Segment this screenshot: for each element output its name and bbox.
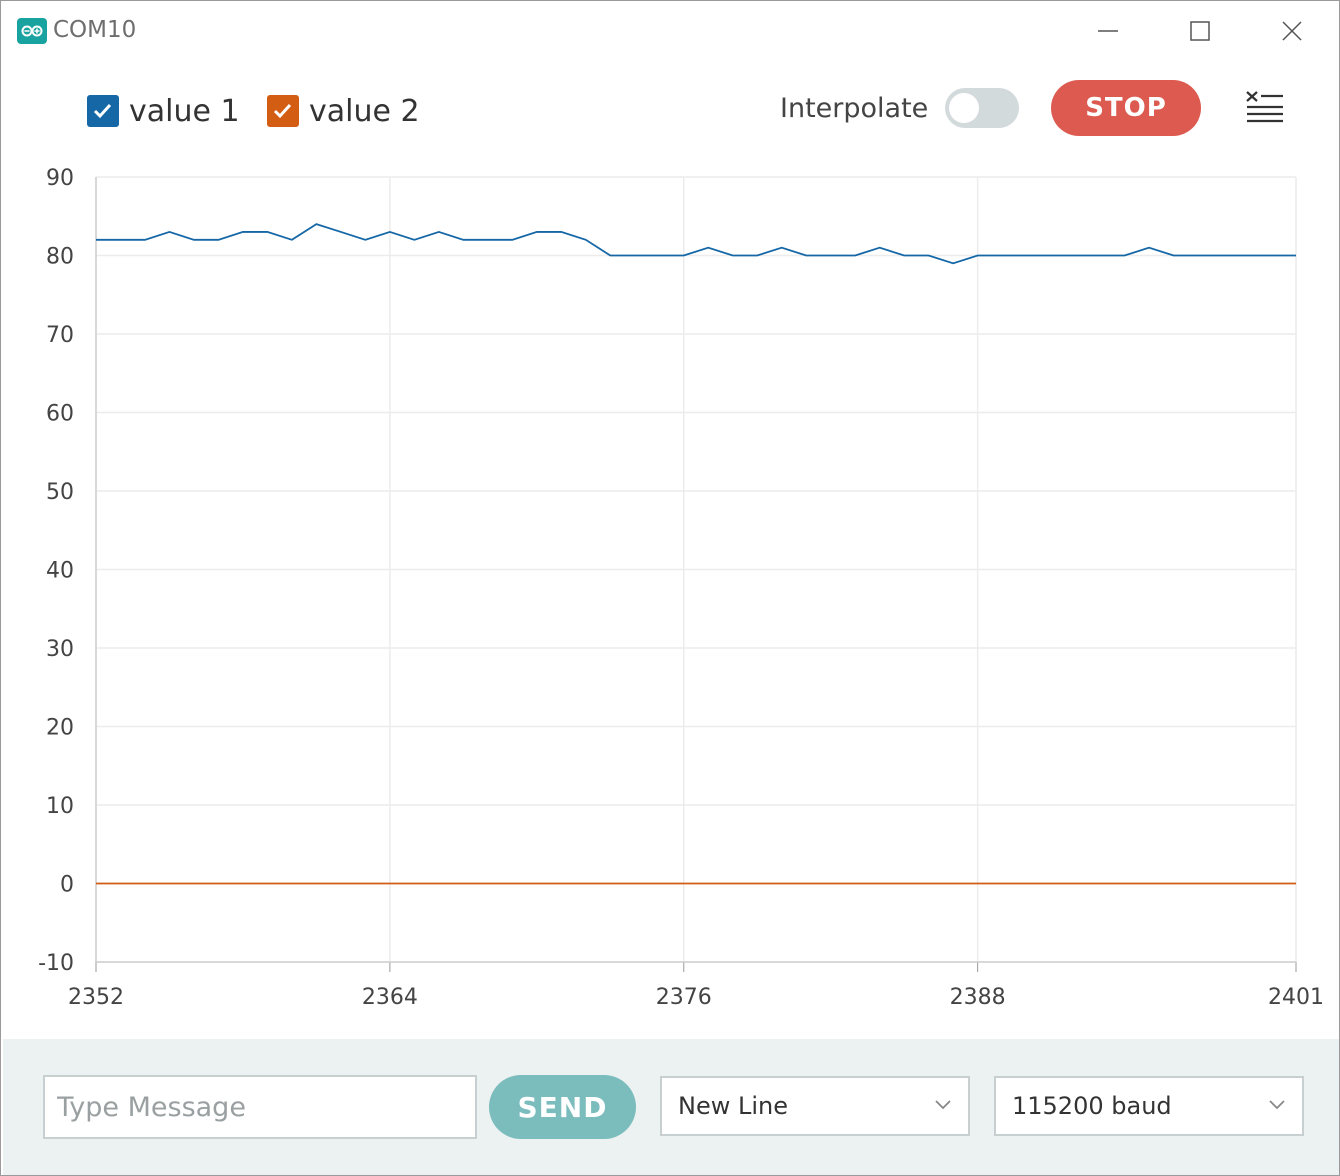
line-ending-select[interactable]: New Line — [660, 1076, 970, 1136]
x-tick-label: 2401 — [1268, 985, 1324, 1010]
series-checkbox[interactable] — [267, 95, 299, 127]
chevron-down-icon — [1269, 1100, 1285, 1110]
series-line-value-1 — [96, 223, 1296, 265]
x-tick-label: 2376 — [656, 985, 712, 1010]
clear-output-button[interactable] — [1241, 87, 1287, 127]
legend-item-value-2[interactable]: value 2 — [267, 93, 420, 129]
maximize-button[interactable] — [1177, 11, 1223, 51]
interpolate-label: Interpolate — [780, 93, 929, 124]
legend-item-value-1[interactable]: value 1 — [87, 93, 240, 129]
line-ending-value: New Line — [678, 1092, 788, 1120]
y-tick-label: 30 — [46, 637, 74, 662]
y-tick-label: 70 — [46, 323, 74, 348]
stop-button[interactable]: STOP — [1051, 80, 1201, 136]
close-icon — [1282, 21, 1302, 41]
y-tick-label: -10 — [38, 951, 74, 976]
serial-plot-chart: 90 80 70 60 50 40 30 20 10 0 -10 2352 2364 2376 2388 24… — [38, 166, 1324, 1010]
y-tick-label: 60 — [46, 402, 74, 427]
baud-rate-value: 115200 baud — [1012, 1092, 1172, 1120]
x-tick-label: 2352 — [68, 985, 124, 1010]
legend-label: value 1 — [129, 93, 240, 129]
y-tick-label: 80 — [46, 245, 74, 270]
series-checkbox[interactable] — [87, 95, 119, 127]
baud-rate-select[interactable]: 115200 baud — [994, 1076, 1304, 1136]
y-tick-label: 90 — [46, 166, 74, 191]
x-tick-label: 2364 — [362, 985, 418, 1010]
clear-output-icon — [1246, 91, 1283, 123]
chevron-down-icon — [935, 1100, 951, 1110]
window-title: COM10 — [53, 17, 137, 43]
x-tick-label: 2388 — [950, 985, 1006, 1010]
title-bar: COM10 — [1, 1, 1339, 61]
maximize-icon — [1190, 21, 1210, 41]
minimize-button[interactable] — [1085, 11, 1131, 51]
close-button[interactable] — [1269, 11, 1315, 51]
checkmark-icon — [93, 103, 112, 119]
arduino-infinity-icon — [17, 18, 47, 44]
y-tick-label: 40 — [46, 559, 74, 584]
interpolate-toggle[interactable] — [945, 88, 1019, 128]
y-tick-label: 50 — [46, 480, 74, 505]
legend-label: value 2 — [309, 93, 420, 129]
message-input[interactable] — [43, 1075, 477, 1139]
send-button[interactable]: SEND — [489, 1075, 636, 1139]
minimize-icon — [1098, 30, 1118, 32]
y-tick-label: 10 — [46, 794, 74, 819]
toggle-knob — [949, 93, 979, 123]
checkmark-icon — [273, 103, 292, 119]
y-tick-label: 20 — [46, 716, 74, 741]
y-tick-label: 0 — [60, 873, 74, 898]
